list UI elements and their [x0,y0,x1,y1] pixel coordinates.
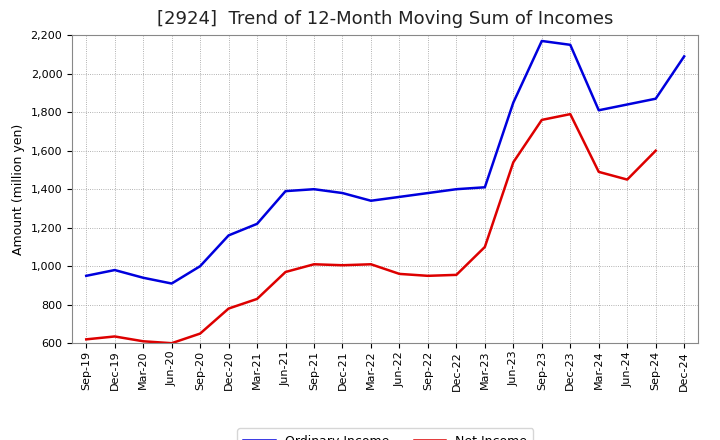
Ordinary Income [139,275,148,280]
Ordinary Income [196,264,204,269]
Net Income [167,341,176,346]
Net Income [139,339,148,344]
Ordinary Income [623,102,631,107]
Net Income [652,148,660,154]
Net Income [225,306,233,311]
Ordinary Income [253,221,261,227]
Net Income [509,160,518,165]
Net Income [310,262,318,267]
Net Income [623,177,631,182]
Ordinary Income [652,96,660,101]
Ordinary Income [423,191,432,196]
Net Income [423,273,432,279]
Ordinary Income [452,187,461,192]
Net Income [253,296,261,301]
Ordinary Income [480,185,489,190]
Legend: Ordinary Income, Net Income: Ordinary Income, Net Income [237,429,534,440]
Ordinary Income [595,108,603,113]
Ordinary Income [310,187,318,192]
Ordinary Income [110,268,119,273]
Net Income [595,169,603,175]
Ordinary Income [395,194,404,200]
Ordinary Income [366,198,375,203]
Ordinary Income [680,54,688,59]
Net Income [537,117,546,122]
Net Income [82,337,91,342]
Ordinary Income [82,273,91,279]
Net Income [395,271,404,276]
Net Income [282,269,290,275]
Net Income [110,334,119,339]
Title: [2924]  Trend of 12-Month Moving Sum of Incomes: [2924] Trend of 12-Month Moving Sum of I… [157,10,613,28]
Net Income [338,263,347,268]
Net Income [452,272,461,278]
Ordinary Income [167,281,176,286]
Net Income [366,262,375,267]
Ordinary Income [282,188,290,194]
Line: Ordinary Income: Ordinary Income [86,41,684,283]
Net Income [566,111,575,117]
Ordinary Income [225,233,233,238]
Net Income [480,244,489,249]
Y-axis label: Amount (million yen): Amount (million yen) [12,124,25,255]
Line: Net Income: Net Income [86,114,656,343]
Ordinary Income [537,38,546,44]
Ordinary Income [338,191,347,196]
Ordinary Income [566,42,575,48]
Ordinary Income [509,100,518,105]
Net Income [196,331,204,336]
